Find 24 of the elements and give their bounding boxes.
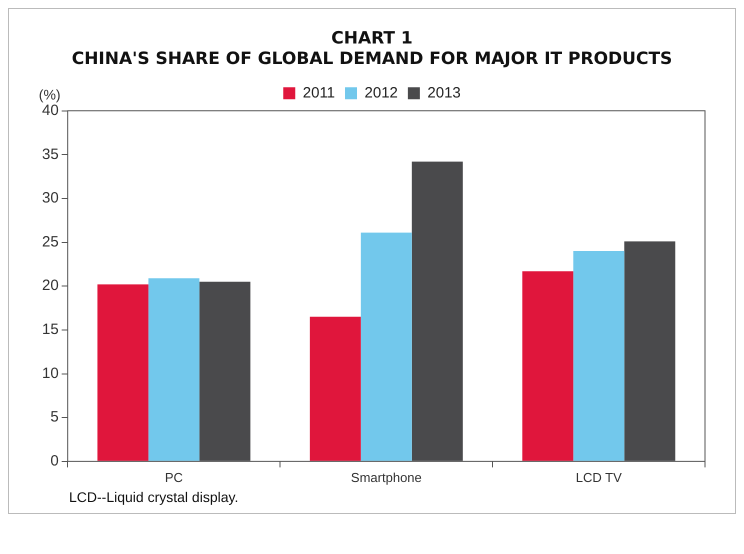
bar	[573, 251, 624, 461]
legend-label: 2011	[302, 84, 336, 102]
y-tick-label: 5	[50, 408, 59, 426]
y-tick-label: 20	[42, 277, 59, 294]
legend-label: 2013	[427, 84, 461, 102]
y-tick-label: 30	[42, 190, 59, 207]
x-tick-label: Smartphone	[350, 470, 422, 485]
y-tick-label: 10	[42, 364, 59, 382]
x-tick-label: PC	[164, 470, 183, 485]
y-tick-label: 25	[42, 233, 59, 250]
bar	[360, 232, 412, 461]
bar	[148, 278, 200, 461]
y-tick-label: 0	[50, 452, 59, 470]
chart-title: CHART 1 CHINA'S SHARE OF GLOBAL DEMAND FOR MAJOR IT PRODUCTS	[72, 28, 672, 70]
y-tick-label: 35	[42, 146, 59, 163]
y-tick-label: 15	[42, 321, 59, 338]
y-tick-label: 40	[42, 102, 59, 119]
y-axis-title: (%)	[38, 86, 61, 103]
bar	[522, 271, 574, 461]
bar	[97, 284, 148, 461]
bar	[310, 316, 361, 461]
x-tick-label: LCD TV	[576, 470, 622, 485]
legend-label: 2012	[364, 84, 398, 102]
text: LCD--Liquid crystal display.	[69, 489, 240, 505]
